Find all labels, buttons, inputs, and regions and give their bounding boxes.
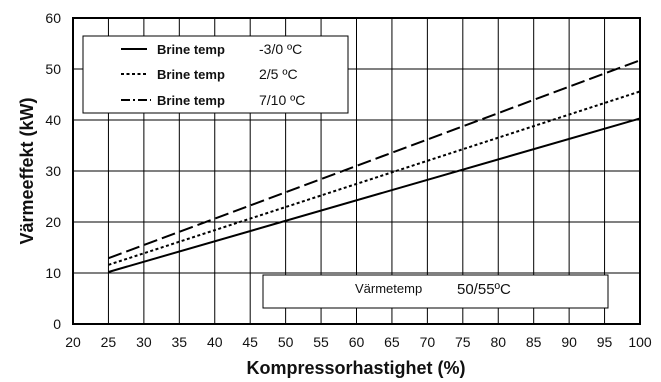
x-tick-label: 40 xyxy=(207,334,223,350)
y-tick-label: 40 xyxy=(45,112,61,128)
x-tick-label: 90 xyxy=(561,334,577,350)
x-tick-label: 100 xyxy=(628,334,652,350)
y-tick-label: 0 xyxy=(53,316,61,332)
series-line-2 xyxy=(108,90,641,266)
series-layer xyxy=(108,59,641,273)
x-tick-label: 25 xyxy=(101,334,117,350)
annotation: Värmetemp 50/55ºC xyxy=(262,274,609,309)
y-axis-title: Värmeeffekt (kW) xyxy=(17,97,37,244)
legend-range-1: -3/0 ºC xyxy=(259,41,302,57)
annotation-label: Värmetemp xyxy=(355,281,422,296)
x-tick-label: 20 xyxy=(65,334,81,350)
y-tick-label: 20 xyxy=(45,214,61,230)
x-tick-label: 55 xyxy=(313,334,329,350)
x-tick-label: 45 xyxy=(242,334,258,350)
x-tick-label: 30 xyxy=(136,334,152,350)
x-tick-label: 85 xyxy=(526,334,542,350)
y-tick-label: 10 xyxy=(45,265,61,281)
ticks: 20 25 30 35 40 45 50 55 60 65 70 75 80 85 90 95 100 0 10 20… xyxy=(45,10,651,350)
annotation-value: 50/55ºC xyxy=(457,281,511,298)
legend-name-3: Brine temp xyxy=(157,93,225,108)
legend-name-2: Brine temp xyxy=(157,67,225,82)
legend-name-1: Brine temp xyxy=(157,42,225,57)
series-line-1 xyxy=(108,117,641,273)
x-tick-label: 60 xyxy=(349,334,365,350)
x-tick-label: 70 xyxy=(420,334,436,350)
x-tick-label: 65 xyxy=(384,334,400,350)
x-axis-title: Kompressorhastighet (%) xyxy=(246,358,465,378)
plot-frame xyxy=(72,17,641,325)
x-tick-label: 35 xyxy=(172,334,188,350)
x-tick-label: 80 xyxy=(490,334,506,350)
legend-range-2: 2/5 ºC xyxy=(259,66,298,82)
y-tick-label: 50 xyxy=(45,61,61,77)
y-tick-label: 30 xyxy=(45,163,61,179)
x-tick-label: 50 xyxy=(278,334,294,350)
legend: Brine temp -3/0 ºC Brine temp 2/5 ºC Bri… xyxy=(82,35,349,114)
x-tick-label: 95 xyxy=(597,334,613,350)
annotation-box xyxy=(262,274,609,309)
legend-range-3: 7/10 ºC xyxy=(259,92,305,108)
y-tick-label: 60 xyxy=(45,10,61,26)
x-tick-label: 75 xyxy=(455,334,471,350)
